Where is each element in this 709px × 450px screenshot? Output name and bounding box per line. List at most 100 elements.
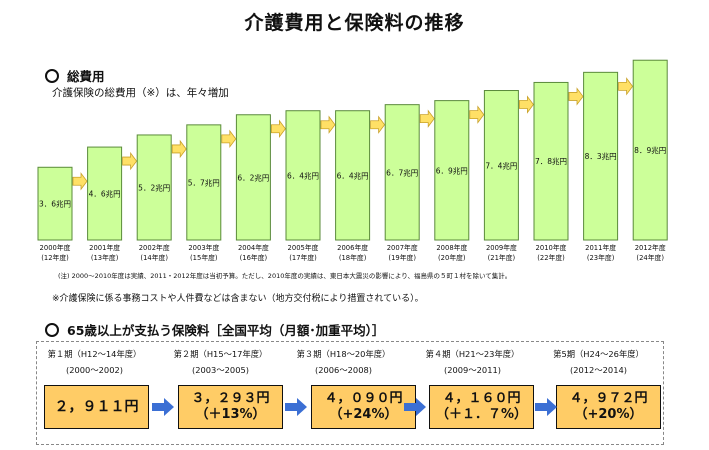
section-total-cost-label: 総費用 — [67, 69, 105, 84]
section-total-cost-heading: 総費用 — [45, 66, 105, 85]
premium-change: （+20%） — [574, 407, 643, 422]
period-5-label: 第5期（H24～26年度） — [553, 349, 644, 359]
premium-change: （＋１．７%） — [435, 407, 528, 422]
period-2-years: (2003～2005) — [191, 365, 249, 375]
x-tick-era-label: (15年度) — [190, 253, 218, 262]
period-5-years: (2012～2014) — [569, 365, 627, 375]
x-tick-era-label: (20年度) — [438, 253, 466, 262]
growth-arrow-icon — [320, 115, 336, 134]
premium-period-1: ２，９１１円 — [44, 385, 149, 429]
bar-6 — [285, 110, 321, 241]
x-tick-label: 2003年度 — [188, 243, 219, 252]
premium-amount: ３，２９３円 — [191, 391, 270, 406]
x-tick-era-label: (24年度) — [636, 253, 664, 262]
bar-10 — [483, 90, 519, 241]
x-tick-era-label: (19年度) — [388, 253, 416, 262]
footnote-actuals: (注) 2000～2010年度は実績、2011・2012年度は当初予算。ただし、… — [58, 272, 512, 280]
premium-period-3: ４，０９０円 （+24%） — [311, 385, 416, 429]
growth-arrow-icon — [469, 105, 485, 124]
x-tick-era-label: (17年度) — [289, 253, 317, 262]
bar-9 — [434, 100, 470, 241]
circle-bullet-icon — [45, 323, 59, 337]
bar-8 — [384, 104, 420, 241]
bar-5 — [235, 114, 271, 241]
x-tick-label: 2012年度 — [635, 243, 666, 252]
bar-12 — [583, 71, 619, 241]
bar-3 — [136, 134, 172, 241]
bar-2 — [87, 146, 123, 241]
premium-change: （+24%） — [329, 407, 398, 422]
page-title: 介護費用と保険料の推移 — [244, 12, 465, 34]
bar-value-label: 5．2兆円 — [138, 182, 170, 192]
period-1-years: (2000～2002) — [65, 365, 123, 375]
bar-value-label: 7．4兆円 — [485, 160, 517, 170]
circle-bullet-icon — [45, 69, 59, 83]
x-tick-label: 2011年度 — [585, 243, 616, 252]
bar-value-label: 6．9兆円 — [436, 165, 468, 175]
arrow-right-icon — [285, 398, 307, 416]
x-tick-label: 2006年度 — [337, 243, 368, 252]
bar-value-label: 8．3兆円 — [585, 151, 617, 161]
bar-value-label: 5．7兆円 — [188, 177, 220, 187]
bar-value-label: 3．6兆円 — [39, 199, 71, 209]
x-tick-era-label: (21年度) — [488, 253, 516, 262]
growth-arrow-icon — [221, 129, 237, 149]
bar-value-label: 6．4兆円 — [337, 170, 369, 180]
growth-arrow-icon — [370, 115, 386, 134]
arrow-right-icon — [535, 398, 557, 416]
x-tick-label: 2009年度 — [486, 243, 517, 252]
arrow-right-icon — [404, 398, 426, 416]
bar-value-label: 6．7兆円 — [386, 167, 418, 177]
growth-arrow-icon — [271, 119, 286, 138]
bar-7 — [335, 110, 371, 241]
period-1-label: 第１期（H12～14年度） — [47, 349, 142, 359]
growth-arrow-icon — [519, 95, 534, 114]
growth-arrow-icon — [618, 77, 634, 96]
premium-amount: ４，９７２円 — [569, 391, 648, 406]
total-cost-bar-chart: 3．6兆円 2000年度(12年度) 4．6兆円 2001年度(13年度) 5．2兆円 2… — [37, 59, 668, 262]
x-tick-label: 2008年度 — [436, 243, 467, 252]
footnote-excluded-costs: ※介護保険に係る事務コストや人件費などは含まない（地方交付税により措置されている… — [52, 294, 424, 304]
period-2-label: 第２期（H15～17年度） — [173, 349, 268, 359]
premium-period-4: ４，１６０円 （＋１．７%） — [429, 385, 534, 429]
bar-13 — [632, 59, 668, 241]
premium-period-5: ４，９７２円 （+20%） — [556, 385, 661, 429]
x-tick-label: 2002年度 — [139, 243, 170, 252]
section-premium-heading: 65歳以上が支払う保険料［全国平均（月額･加重平均）］ — [45, 320, 384, 339]
bar-value-label: 4．6兆円 — [89, 189, 121, 199]
x-tick-era-label: (16年度) — [240, 253, 268, 262]
x-tick-label: 2001年度 — [89, 243, 120, 252]
period-3-label: 第３期（H18～20年度） — [296, 349, 391, 359]
x-tick-era-label: (22年度) — [537, 253, 565, 262]
period-4-label: 第４期（H21～23年度） — [425, 349, 520, 359]
premium-change: （＋13%） — [195, 407, 266, 422]
bar-1 — [37, 166, 73, 241]
x-tick-label: 2000年度 — [40, 243, 71, 252]
chart-note: 介護保険の総費用（※）は、年々増加 — [52, 87, 229, 99]
bar-value-label: 6．4兆円 — [287, 170, 319, 180]
growth-arrow-icon — [122, 151, 138, 171]
period-4-years: (2009～2011) — [443, 365, 501, 375]
premium-periods-box — [36, 341, 664, 445]
growth-arrow-icon — [171, 139, 187, 159]
premium-amount: ２，９１１円 — [54, 399, 139, 415]
x-tick-era-label: (18年度) — [339, 253, 367, 262]
bar-value-label: 8．9兆円 — [634, 145, 666, 155]
growth-arrow-icon — [419, 109, 435, 128]
premium-amount: ４，１６０円 — [442, 391, 521, 406]
bar-value-label: 6．2兆円 — [237, 172, 269, 182]
x-tick-era-label: (14年度) — [140, 253, 168, 262]
premium-amount: ４，０９０円 — [324, 391, 403, 406]
arrow-right-icon — [152, 398, 174, 416]
period-3-years: (2006～2008) — [314, 365, 372, 375]
growth-arrow-icon — [568, 87, 584, 106]
x-tick-label: 2007年度 — [387, 243, 418, 252]
x-tick-label: 2004年度 — [238, 243, 269, 252]
section-premium-label: 65歳以上が支払う保険料［全国平均（月額･加重平均）］ — [67, 323, 385, 338]
bar-11 — [533, 81, 569, 241]
bar-4 — [186, 124, 222, 241]
x-tick-era-label: (12年度) — [41, 253, 69, 262]
growth-arrow-icon — [72, 172, 88, 191]
premium-period-2: ３，２９３円 （＋13%） — [178, 385, 283, 429]
x-tick-era-label: (13年度) — [91, 253, 119, 262]
